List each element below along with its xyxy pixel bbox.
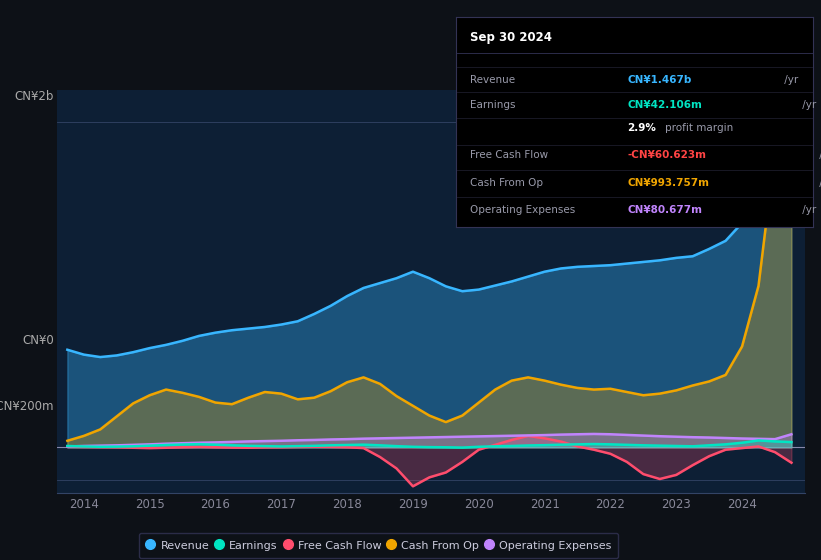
Text: CN¥1.467b: CN¥1.467b	[627, 75, 691, 85]
Text: /yr: /yr	[799, 205, 816, 215]
Text: /yr: /yr	[815, 151, 821, 160]
Text: /yr: /yr	[782, 75, 799, 85]
Text: /yr: /yr	[799, 100, 816, 110]
Text: Cash From Op: Cash From Op	[470, 178, 543, 188]
Text: CN¥993.757m: CN¥993.757m	[627, 178, 709, 188]
Text: 2.9%: 2.9%	[627, 123, 656, 133]
Text: Sep 30 2024: Sep 30 2024	[470, 31, 552, 44]
Text: CN¥42.106m: CN¥42.106m	[627, 100, 702, 110]
Text: CN¥80.677m: CN¥80.677m	[627, 205, 702, 215]
Text: Free Cash Flow: Free Cash Flow	[470, 151, 548, 160]
Text: /yr: /yr	[815, 178, 821, 188]
Text: CN¥2b: CN¥2b	[14, 90, 53, 102]
Text: profit margin: profit margin	[664, 123, 733, 133]
Text: -CN¥200m: -CN¥200m	[0, 400, 53, 413]
Text: Operating Expenses: Operating Expenses	[470, 205, 576, 215]
Text: Earnings: Earnings	[470, 100, 516, 110]
Text: Revenue: Revenue	[470, 75, 515, 85]
Text: -CN¥60.623m: -CN¥60.623m	[627, 151, 706, 160]
Legend: Revenue, Earnings, Free Cash Flow, Cash From Op, Operating Expenses: Revenue, Earnings, Free Cash Flow, Cash …	[140, 533, 618, 558]
Text: CN¥0: CN¥0	[22, 334, 53, 347]
